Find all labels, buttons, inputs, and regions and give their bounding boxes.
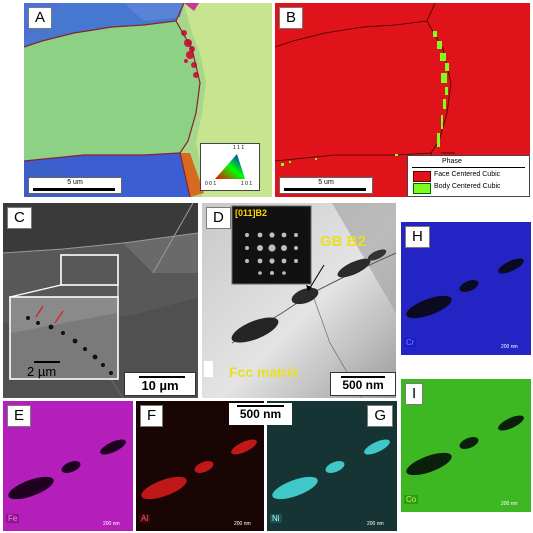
ipf-key-top: 1 1 1 <box>233 145 245 151</box>
ipf-key-left: 0 0 1 <box>205 181 217 187</box>
tiny-scale-label: 200 nm <box>501 501 518 507</box>
panel-label-d: D <box>206 207 231 229</box>
scale-bar-label: 500 nm <box>342 378 384 392</box>
panel-g-ni-map: G Ni 200 nm <box>267 401 397 531</box>
panel-label-i: I <box>405 383 424 405</box>
scale-bar-box: 5 um <box>279 177 373 194</box>
scale-bar-line <box>33 188 115 191</box>
element-tag-fe: Fe <box>6 514 20 523</box>
phase-legend-title: Phase <box>442 158 462 165</box>
scale-bar-box: 500 nm <box>330 372 396 396</box>
panel-i-co-map: I Co 200 nm <box>401 379 531 512</box>
diffraction-label: [011]B2 <box>235 208 268 218</box>
panel-label-g: G <box>367 405 393 427</box>
gb-b2-annotation: GB B2 <box>320 233 366 250</box>
scale-bar-label: 5 um <box>67 179 83 186</box>
scale-bar-line <box>341 376 385 378</box>
panel-label-h: H <box>405 226 430 248</box>
panel-a-ipf-map: A 5 um 1 1 1 0 0 1 1 0 1 <box>24 3 272 197</box>
shared-scale-label: 500 nm <box>239 407 282 421</box>
panel-label-e: E <box>7 405 32 427</box>
scale-bar-label: 10 µm <box>141 378 179 393</box>
inset-scale-label: 2 µm <box>27 364 57 379</box>
panel-c-sem-image: C 2 µm 10 µm <box>3 203 198 398</box>
tiny-scale-label: 200 nm <box>367 521 384 527</box>
scale-bar-line <box>139 376 185 378</box>
panel-label-c: C <box>7 207 32 229</box>
tem-image <box>202 203 396 398</box>
scale-bar-box: 5 um <box>28 177 122 194</box>
element-tag-cr: Cr <box>404 338 417 347</box>
ipf-color-key: 1 1 1 0 0 1 1 0 1 <box>200 143 260 191</box>
fcc-matrix-label: Fcc matrix <box>229 364 300 380</box>
ipf-triangle <box>215 154 245 179</box>
panel-d-tem-image: D [011]B2 GB B2 Fcc matrix 500 nm <box>202 203 396 398</box>
panel-label-a: A <box>28 7 53 29</box>
panel-h-cr-map: H Cr 200 nm <box>401 222 531 355</box>
element-tag-ni: Ni <box>270 514 282 523</box>
element-tag-co: Co <box>404 495 419 504</box>
panel-label-f: F <box>140 405 164 427</box>
sem-image <box>3 203 198 398</box>
scale-bar-box: 10 µm <box>124 372 196 396</box>
scale-bar-label: 5 um <box>318 179 334 186</box>
shared-scale-bar: 500 nm <box>229 403 292 425</box>
phase-legend-rule <box>412 167 525 168</box>
panel-label-b: B <box>279 7 304 29</box>
legend-label-bcc: Body Centered Cubic <box>434 183 501 190</box>
panel-b-phase-map: B 5 um Phase Face Centered Cubic Body Ce… <box>275 3 530 197</box>
legend-label-fcc: Face Centered Cubic <box>434 171 501 178</box>
tiny-scale-label: 200 nm <box>234 521 251 527</box>
tiny-scale-label: 200 nm <box>501 344 518 350</box>
legend-swatch-fcc <box>413 171 431 182</box>
shared-scale-line <box>237 405 284 407</box>
panel-e-fe-map: E Fe 200 nm <box>3 401 133 531</box>
phase-legend: Phase Face Centered Cubic Body Centered … <box>407 155 530 197</box>
tiny-scale-label: 200 nm <box>103 521 120 527</box>
element-tag-al: Al <box>139 514 151 523</box>
ipf-key-right: 1 0 1 <box>241 181 253 187</box>
scale-bar-line <box>284 188 366 191</box>
legend-swatch-bcc <box>413 183 431 194</box>
